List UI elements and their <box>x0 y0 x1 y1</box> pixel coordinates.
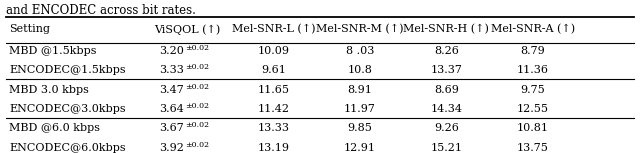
Text: 9.75: 9.75 <box>520 85 545 95</box>
Text: 13.19: 13.19 <box>258 143 290 153</box>
Text: Mel-SNR-A (↑): Mel-SNR-A (↑) <box>491 24 575 35</box>
Text: 11.42: 11.42 <box>258 104 290 114</box>
Text: 3.33: 3.33 <box>159 65 184 75</box>
Text: 9.85: 9.85 <box>348 123 372 133</box>
Text: 11.36: 11.36 <box>517 65 548 75</box>
Text: 10.09: 10.09 <box>258 46 290 56</box>
Text: ENCODEC@1.5kbps: ENCODEC@1.5kbps <box>9 65 125 75</box>
Text: 12.91: 12.91 <box>344 143 376 153</box>
Text: Mel-SNR-M (↑): Mel-SNR-M (↑) <box>316 24 404 35</box>
Text: and ENCODEC across bit rates.: and ENCODEC across bit rates. <box>6 4 196 17</box>
Text: ENCODEC@3.0kbps: ENCODEC@3.0kbps <box>9 104 125 114</box>
Text: ±0.02: ±0.02 <box>184 44 209 52</box>
Text: ENCODEC@6.0kbps: ENCODEC@6.0kbps <box>9 143 125 153</box>
Text: MBD 3.0 kbps: MBD 3.0 kbps <box>9 85 89 95</box>
Text: Setting: Setting <box>9 24 50 34</box>
Text: 3.64: 3.64 <box>159 104 184 114</box>
Text: ±0.02: ±0.02 <box>184 102 209 110</box>
Text: 3.20: 3.20 <box>159 46 184 56</box>
Text: 8.91: 8.91 <box>348 85 372 95</box>
Text: 8.79: 8.79 <box>520 46 545 56</box>
Text: MBD @1.5kbps: MBD @1.5kbps <box>9 46 97 56</box>
Text: 9.61: 9.61 <box>261 65 286 75</box>
Text: 11.97: 11.97 <box>344 104 376 114</box>
Text: 13.33: 13.33 <box>258 123 290 133</box>
Text: ±0.02: ±0.02 <box>184 141 209 149</box>
Text: 3.67: 3.67 <box>159 123 184 133</box>
Text: 10.81: 10.81 <box>517 123 548 133</box>
Text: 9.26: 9.26 <box>434 123 459 133</box>
Text: 14.34: 14.34 <box>430 104 462 114</box>
Text: ±0.02: ±0.02 <box>184 83 209 91</box>
Text: 3.47: 3.47 <box>159 85 184 95</box>
Text: 8.69: 8.69 <box>434 85 459 95</box>
Text: Mel-SNR-L (↑): Mel-SNR-L (↑) <box>232 24 316 35</box>
Text: 10.8: 10.8 <box>348 65 372 75</box>
Text: ViSQOL (↑): ViSQOL (↑) <box>154 24 220 35</box>
Text: 13.37: 13.37 <box>431 65 462 75</box>
Text: 15.21: 15.21 <box>430 143 462 153</box>
Text: ±0.02: ±0.02 <box>184 63 209 71</box>
Text: ±0.02: ±0.02 <box>184 121 209 129</box>
Text: Mel-SNR-H (↑): Mel-SNR-H (↑) <box>403 24 490 35</box>
Text: 8 .03: 8 .03 <box>346 46 374 56</box>
Text: 12.55: 12.55 <box>517 104 548 114</box>
Text: 3.92: 3.92 <box>159 143 184 153</box>
Text: 11.65: 11.65 <box>258 85 290 95</box>
Text: MBD @6.0 kbps: MBD @6.0 kbps <box>9 123 100 133</box>
Text: 13.75: 13.75 <box>517 143 548 153</box>
Text: 8.26: 8.26 <box>434 46 459 56</box>
